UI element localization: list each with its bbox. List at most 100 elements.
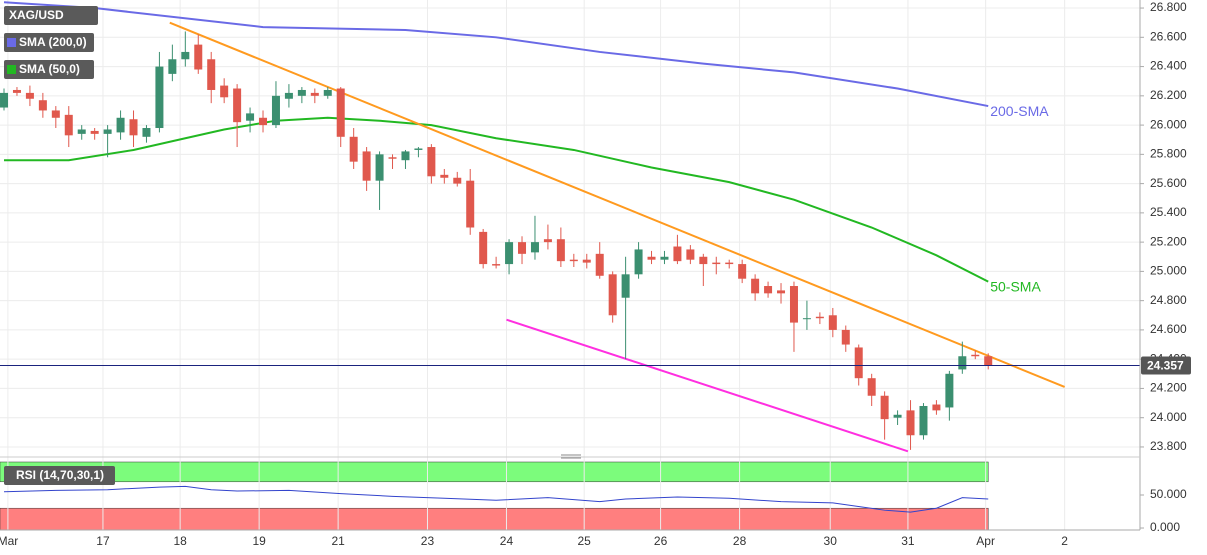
candle-body xyxy=(0,92,9,108)
candle-body xyxy=(38,100,47,111)
candle-body xyxy=(828,315,837,330)
candle-body xyxy=(712,262,721,265)
candle-body xyxy=(453,177,462,184)
y-tick-label: 25.800 xyxy=(1150,147,1187,161)
legend-label: SMA (200,0) xyxy=(19,35,87,49)
candle-body xyxy=(51,110,60,118)
x-tick-label: 21 xyxy=(331,534,345,548)
candle-body xyxy=(90,130,99,134)
legend-label: SMA (50,0) xyxy=(19,62,80,76)
x-tick-label: Apr xyxy=(976,534,995,548)
candle-body xyxy=(12,89,21,93)
candle-body xyxy=(207,59,216,90)
candle-body xyxy=(401,151,410,161)
x-tick-label: 24 xyxy=(500,534,514,548)
candle-body xyxy=(815,316,824,319)
candle-body xyxy=(919,405,928,436)
candle-body xyxy=(323,89,332,96)
candle-body xyxy=(893,414,902,418)
candle-body xyxy=(777,290,786,294)
candle-body xyxy=(440,174,449,178)
candle-body xyxy=(271,95,280,126)
legend-swatch xyxy=(7,38,16,47)
last-price-box xyxy=(1141,356,1191,375)
legend-box xyxy=(4,60,94,79)
candle-body xyxy=(388,157,397,159)
sma-line xyxy=(3,1,989,108)
y-tick-label: 26.600 xyxy=(1150,29,1187,43)
y-tick-label: 25.400 xyxy=(1150,205,1187,219)
x-tick-label: 26 xyxy=(654,534,668,548)
y-tick-label: 25.600 xyxy=(1150,176,1187,190)
x-tick-label: 19 xyxy=(252,534,266,548)
candle-body xyxy=(647,256,656,260)
overbought-band xyxy=(0,461,989,483)
candle-body xyxy=(530,242,539,253)
candle-body xyxy=(660,256,669,260)
candle-body xyxy=(789,286,798,323)
candle-body xyxy=(116,117,125,133)
y-tick-label: 26.400 xyxy=(1150,59,1187,73)
y-tick-label: 24.000 xyxy=(1150,410,1187,424)
candle-body xyxy=(505,242,514,265)
candle-body xyxy=(336,88,345,137)
candle-body xyxy=(582,259,591,263)
candle-body xyxy=(64,114,73,136)
candle-body xyxy=(297,89,306,96)
candle-body xyxy=(310,92,319,96)
candle-body xyxy=(259,117,268,126)
x-tick-label: 28 xyxy=(733,534,747,548)
candle-body xyxy=(634,249,643,275)
candle-body xyxy=(349,136,358,162)
y-tick-label: 24.200 xyxy=(1150,381,1187,395)
pane-handle[interactable] xyxy=(561,454,581,459)
candle-body xyxy=(621,274,630,298)
candle-body xyxy=(220,85,229,98)
candle-body xyxy=(906,410,915,436)
y-tick-label: 25.000 xyxy=(1150,264,1187,278)
candle-body xyxy=(854,347,863,379)
candle-body xyxy=(686,249,695,260)
candle-body xyxy=(595,253,604,276)
candle-body xyxy=(479,231,488,265)
y-tick-label: 24.600 xyxy=(1150,322,1187,336)
y-tick-label: 26.200 xyxy=(1150,88,1187,102)
candle-body xyxy=(181,51,190,60)
candle-body xyxy=(945,373,954,408)
candle-body xyxy=(129,119,138,136)
legend-box xyxy=(4,466,115,485)
sma-line xyxy=(4,116,989,283)
rsi-label: RSI (14,70,30,1) xyxy=(16,468,104,482)
x-tick-label: 31 xyxy=(901,534,915,548)
candle-body xyxy=(673,246,682,262)
candle-body xyxy=(142,128,151,137)
y-tick-label: 25.200 xyxy=(1150,234,1187,248)
candle-body xyxy=(466,180,475,228)
last-price-label: 24.357 xyxy=(1147,359,1184,373)
candle-body xyxy=(155,66,164,129)
trendline xyxy=(169,21,1066,388)
candle-body xyxy=(556,239,565,262)
candle-body xyxy=(971,354,980,357)
candle-body xyxy=(492,264,501,266)
candle-body xyxy=(246,113,255,121)
candle-body xyxy=(362,151,371,181)
x-tick-label: 25 xyxy=(578,534,592,548)
legend-box xyxy=(4,6,98,25)
legend-swatch xyxy=(7,65,16,74)
trendline xyxy=(506,318,909,453)
x-tick-label: Mar xyxy=(0,534,18,548)
candle-body xyxy=(841,329,850,345)
x-tick-label: 2 xyxy=(1061,534,1068,548)
legend-label: XAG/USD xyxy=(9,8,64,22)
sma-label: 50-SMA xyxy=(990,278,1041,294)
x-tick-label: 30 xyxy=(824,534,838,548)
candle-body xyxy=(427,147,436,177)
candle-body xyxy=(25,92,34,99)
y-tick-label: 26.800 xyxy=(1150,0,1187,14)
candle-body xyxy=(802,318,811,320)
rsi-tick-label: 0.000 xyxy=(1150,520,1180,534)
x-tick-label: 18 xyxy=(173,534,187,548)
candle-body xyxy=(233,88,242,123)
